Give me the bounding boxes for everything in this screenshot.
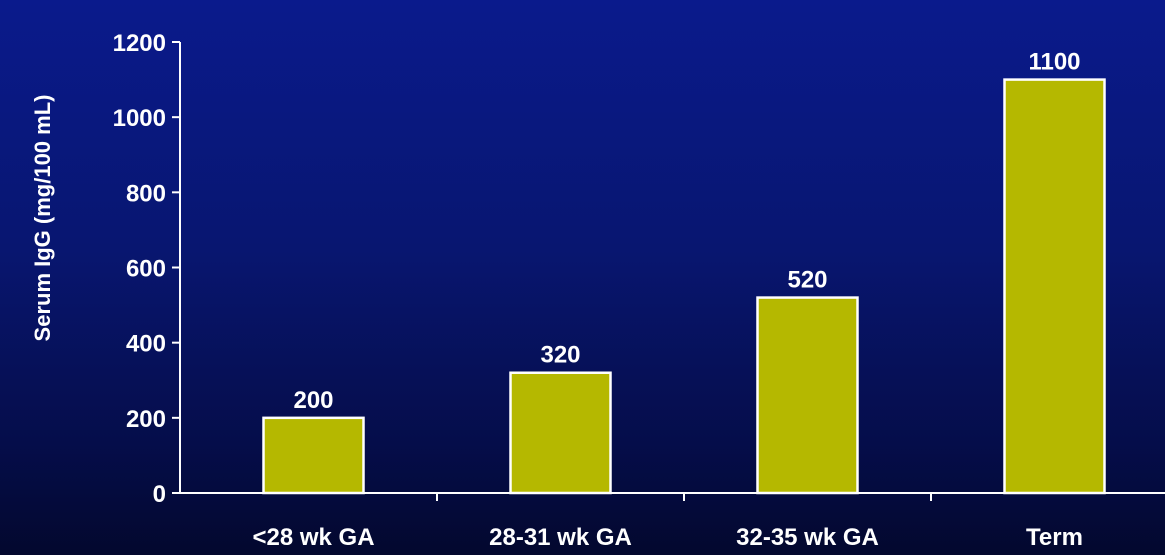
data-label-2: 520 <box>787 267 827 294</box>
y-tick-label: 200 <box>126 406 166 433</box>
y-axis-title: Serum IgG (mg/100 mL) <box>30 95 55 342</box>
y-tick-label: 400 <box>126 331 166 358</box>
bar-0 <box>262 416 365 495</box>
x-axis: <28 wk GA 28-31 wk GA 32-35 wk GA Term <box>172 492 1165 551</box>
y-tick-label: 1000 <box>113 105 166 132</box>
x-category-label-3: Term <box>1026 524 1083 551</box>
bars <box>262 78 1106 495</box>
x-category-label-1: 28-31 wk GA <box>489 524 632 551</box>
y-tick-label: 800 <box>126 180 166 207</box>
data-label-1: 320 <box>540 342 580 369</box>
y-tick-label: 600 <box>126 256 166 283</box>
y-tick-label: 0 <box>153 481 166 508</box>
bar-3 <box>1003 78 1106 495</box>
data-labels: 200 320 520 1100 <box>293 49 1080 414</box>
bar-2 <box>756 296 859 495</box>
data-label-3: 1100 <box>1028 49 1080 76</box>
x-category-label-2: 32-35 wk GA <box>736 524 879 551</box>
y-tick-label: 1200 <box>113 30 166 57</box>
x-category-label-0: <28 wk GA <box>252 524 374 551</box>
y-axis: 0 200 400 600 800 1000 1200 <box>113 30 181 508</box>
data-label-0: 200 <box>293 387 333 414</box>
bar-1 <box>509 371 612 495</box>
